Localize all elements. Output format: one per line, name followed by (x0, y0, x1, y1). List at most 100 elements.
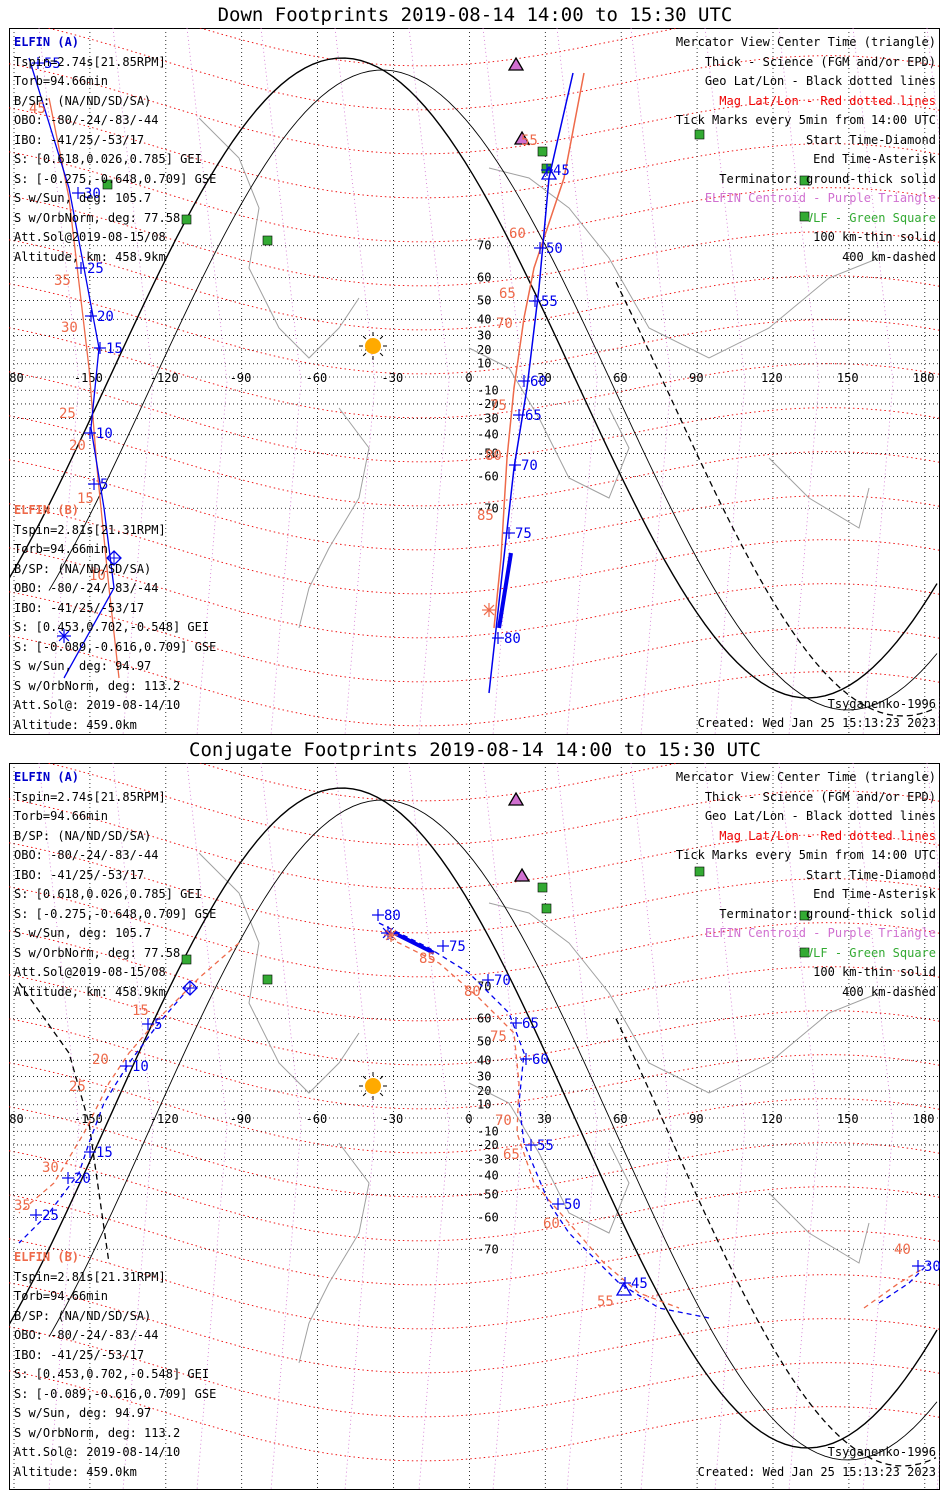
legend-item: Tick Marks every 5min from 14:00 UTC (675, 848, 936, 862)
elfin-a-track (878, 1262, 930, 1304)
info-line: Altitude, km: 458.9km (14, 984, 166, 999)
vlf-station-icon (799, 910, 810, 921)
lon-tick-label: 150 (837, 371, 859, 385)
track-label-a: 30 (924, 1259, 940, 1275)
info-line: S w/OrbNorm, deg: 113.2 (14, 678, 181, 693)
lon-tick-label: 30 (537, 1112, 551, 1126)
mag-lon-line (556, 28, 598, 735)
info-line: Altitude: 459.0km (14, 1464, 137, 1479)
info-line: Tspin=2.74s[21.85RPM] (14, 54, 166, 69)
info-line: Att.Sol@: 2019-08-14/10 (14, 1445, 181, 1459)
vlf-station-icon (799, 947, 810, 958)
terminator-400km (18, 982, 110, 1264)
elfin-a-track (28, 57, 115, 679)
mag-lon-line (778, 28, 820, 735)
track-label-a: 20 (97, 309, 114, 325)
elfin-b-title: ELFIN (B) (14, 503, 80, 517)
elfin-a-track (488, 72, 574, 694)
model-label: Tsyganenko-1996 (827, 1445, 936, 1459)
panel-title-down: Down Footprints 2019-08-14 14:00 to 15:3… (217, 4, 733, 26)
mag-lon-line (630, 28, 672, 735)
lon-tick-label: 180 (913, 1112, 935, 1126)
sun-icon (362, 1075, 367, 1080)
legend-item: End Time-Asterisk (813, 152, 936, 166)
lat-tick-label: 60 (477, 1011, 491, 1025)
lon-tick-label: -90 (230, 1112, 252, 1126)
info-line: S w/Sun, deg: 94.97 (14, 659, 152, 673)
info-line: IBO: -41/25/-53/17 (14, 132, 145, 147)
info-line: IBO: -41/25/-53/17 (14, 867, 145, 882)
mag-lat-line (9, 283, 940, 375)
legend-conjugate: Mercator View Center Time (triangle) Thi… (676, 768, 936, 1002)
mag-lon-line (112, 28, 154, 735)
lon-tick-label: -60 (306, 1112, 328, 1126)
centroid-triangle-icon (507, 791, 525, 806)
sun-icon (379, 1075, 384, 1080)
created-label: Created: Wed Jan 25 15:13:23 2023 (697, 1465, 936, 1479)
legend-item: Terminator: ground-thick solid (719, 906, 936, 921)
lat-tick-label: 10 (477, 357, 491, 371)
vlf-station-icon (694, 866, 705, 877)
info-line: Att.Sol@2019-08-15/08 (14, 965, 166, 979)
lon-tick-label: -90 (230, 371, 252, 385)
mag-lon-line (630, 763, 672, 1490)
lon-tick-label: 150 (837, 1112, 859, 1126)
lon-tick-label: 90 (689, 1112, 703, 1126)
legend-item: ELFIN Centroid - Purple Triangle (704, 926, 936, 940)
track-label-b: 45 (29, 101, 46, 117)
track-label-a: 10 (96, 426, 113, 442)
info-line: Att.Sol@: 2019-08-14/10 (14, 698, 181, 712)
track-label-a: 70 (521, 458, 538, 474)
info-line: S w/OrbNorm, deg: 113.2 (14, 1425, 181, 1440)
lat-tick-label: -10 (477, 383, 499, 397)
track-label-b: 35 (54, 273, 71, 289)
legend-item: Mag Lat/Lon - Red dotted lines (719, 93, 936, 108)
track-label-b: 60 (543, 1216, 560, 1232)
legend-item: 400 km-dashed (842, 984, 936, 999)
lon-tick-label: -30 (382, 371, 404, 385)
mag-lon-line (260, 28, 302, 735)
track-label-a: 70 (494, 973, 511, 989)
lon-tick-label: 30 (537, 371, 551, 385)
lat-tick-label: 30 (477, 1069, 491, 1083)
mag-lon-line (408, 763, 450, 1490)
terminator-100km (48, 69, 938, 711)
down-footprints-map: 180-150-120-90-60-3003060901201501807060… (9, 28, 940, 735)
info-line: B/SP: (NA/ND/SD/SA) (14, 1308, 152, 1323)
info-line: Att.Sol@2019-08-15/08 (14, 230, 166, 244)
track-label-a: 55 (541, 294, 558, 310)
lat-tick-label: -70 (477, 1242, 499, 1256)
track-label-a: 30 (84, 186, 101, 202)
legend-item: End Time-Asterisk (813, 887, 936, 901)
sun-icon (362, 335, 367, 340)
legend-item: Thick - Science (FGM and/or EPD) (704, 789, 936, 804)
track-label-a: 65 (525, 408, 542, 424)
track-label-b: 85 (419, 951, 436, 967)
legend-down: Mercator View Center Time (triangle) Thi… (676, 33, 936, 267)
track-label-a: 55 (44, 56, 61, 72)
legend-item: Terminator: ground-thick solid (719, 171, 936, 186)
legend-item: VLF - Green Square (805, 945, 936, 960)
centroid-triangle-icon (507, 56, 525, 71)
track-label-a: 75 (449, 939, 466, 955)
lon-tick-label: 120 (761, 1112, 783, 1126)
info-line: OBO: -80/-24/-83/-44 (14, 1328, 159, 1342)
mag-lon-line (408, 28, 450, 735)
info-line: S w/OrbNorm, deg: 77.58 (14, 210, 181, 225)
lat-tick-label: -20 (477, 397, 499, 411)
track-label-a: 75 (515, 526, 532, 542)
terminator-100km (48, 799, 938, 1461)
track-label-b: 55 (521, 133, 538, 149)
vlf-station-icon (262, 235, 273, 246)
info-line: S: [0.453,0.702,-0.548] GEI (14, 620, 210, 634)
coastline (298, 1142, 370, 1364)
elfin-b-track (493, 72, 585, 629)
lon-tick-label: 60 (613, 1112, 627, 1126)
legend-item: ELFIN Centroid - Purple Triangle (704, 191, 936, 205)
lat-tick-label: 30 (477, 328, 491, 342)
lat-tick-label: 50 (477, 294, 491, 308)
elfin-b-info-down: ELFIN (B) Tspin=2.81s[21.31RPM] Torb=94.… (14, 501, 216, 735)
track-label-a: 65 (522, 1016, 539, 1032)
track-label-b: 40 (894, 1242, 911, 1258)
legend-item: Mercator View Center Time (triangle) (675, 770, 936, 784)
